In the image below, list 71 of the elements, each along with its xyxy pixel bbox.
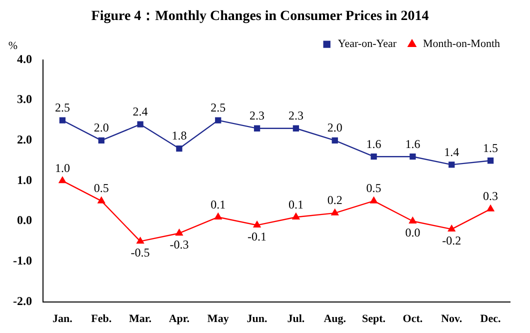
point — [448, 225, 456, 232]
y-tick-label: 2.0 — [16, 132, 32, 147]
x-tick-label: Mar. — [129, 313, 152, 326]
x-tick-label: Feb. — [91, 313, 112, 326]
chart-title: Figure 4：Monthly Changes in Consumer Prices in 2014 — [91, 9, 429, 24]
x-tick-label: Sept. — [362, 313, 386, 326]
y-tick-label: -1.0 — [12, 254, 32, 268]
x-tick-label: Apr. — [168, 313, 190, 326]
point — [214, 213, 222, 220]
data-label: -0.3 — [170, 237, 189, 252]
data-label: 0.2 — [327, 193, 342, 208]
data-label: 2.5 — [210, 100, 226, 114]
data-label: 2.0 — [327, 120, 342, 135]
point — [59, 117, 66, 124]
x-tick-label: May — [207, 313, 230, 326]
point — [410, 154, 416, 160]
point — [98, 137, 104, 144]
data-label: 0.3 — [483, 189, 498, 204]
point — [370, 154, 377, 160]
x-tick-label: Oct. — [402, 313, 423, 326]
data-label: 2.4 — [132, 104, 148, 118]
data-label: 1.8 — [172, 128, 187, 143]
x-tick-label: Aug. — [324, 313, 346, 326]
data-label: 2.0 — [94, 120, 109, 135]
y-tick-label: -2.0 — [12, 294, 32, 308]
data-label: 2.3 — [288, 108, 304, 123]
data-label: 1.6 — [405, 136, 420, 151]
data-label: 1.0 — [54, 160, 70, 175]
point — [332, 137, 338, 144]
point — [215, 117, 222, 124]
point — [136, 237, 144, 244]
point — [137, 121, 144, 128]
point — [176, 145, 182, 152]
legend-label: Month-on-Month — [423, 38, 500, 50]
point — [487, 158, 494, 164]
point — [292, 213, 300, 220]
point — [292, 125, 300, 132]
y-tick-label: 0.0 — [16, 213, 32, 228]
x-tick-label: Jul. — [287, 313, 305, 326]
data-label: 0.1 — [210, 197, 226, 212]
x-tick-label: Nov. — [441, 313, 462, 326]
data-label: 1.6 — [366, 136, 382, 151]
point — [409, 217, 416, 224]
point — [486, 204, 494, 212]
data-label: -0.5 — [130, 245, 150, 260]
data-label: 1.4 — [444, 144, 460, 159]
data-label: 0.5 — [94, 181, 109, 196]
legend-label: Year-on-Year — [338, 38, 397, 50]
data-label: -0.2 — [442, 233, 462, 248]
point — [254, 125, 260, 132]
data-label: 2.5 — [54, 100, 70, 114]
x-tick-label: Jun. — [246, 313, 268, 326]
point — [331, 208, 339, 216]
data-label: 0.0 — [405, 225, 420, 240]
point — [253, 221, 261, 228]
point — [176, 229, 183, 236]
point — [98, 196, 106, 204]
data-label: 2.3 — [250, 108, 265, 123]
data-label: 0.1 — [288, 197, 304, 212]
y-tick-label: 3.0 — [16, 92, 32, 106]
y-axis-title: % — [8, 40, 18, 52]
y-tick-label: 4.0 — [16, 52, 32, 66]
data-label: 1.5 — [483, 140, 498, 155]
point — [448, 162, 455, 168]
x-tick-label: Jan. — [52, 313, 73, 326]
data-label: -0.1 — [248, 229, 267, 244]
data-label: 0.5 — [366, 181, 382, 196]
x-tick-label: Dec. — [480, 313, 502, 326]
point — [58, 176, 66, 184]
point — [370, 196, 378, 204]
y-tick-label: 1.0 — [16, 172, 32, 187]
